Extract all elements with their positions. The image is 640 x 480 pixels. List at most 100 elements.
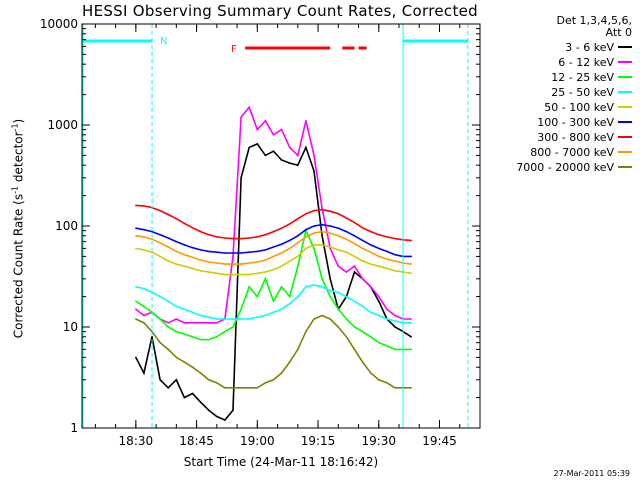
data-point — [297, 242, 299, 244]
data-point — [337, 265, 340, 267]
data-point — [167, 387, 170, 389]
legend-attenuator: Att 0 — [605, 26, 632, 39]
data-point — [272, 268, 275, 271]
data-point — [159, 233, 161, 236]
data-point — [410, 335, 412, 338]
data-point — [256, 128, 259, 131]
legend-label: 7000 - 20000 keV — [516, 160, 614, 174]
data-point — [313, 318, 315, 320]
data-point — [240, 177, 242, 179]
data-point — [410, 255, 412, 258]
data-point — [410, 387, 412, 389]
data-point — [167, 348, 170, 351]
legend-label: 3 - 6 keV — [565, 40, 614, 54]
data-point — [272, 133, 275, 136]
data-point — [175, 330, 178, 333]
data-point — [199, 401, 202, 404]
data-point — [199, 372, 202, 374]
data-point — [305, 228, 307, 231]
data-point — [248, 237, 251, 239]
data-point — [353, 234, 356, 237]
data-point — [248, 106, 251, 109]
data-point — [329, 278, 331, 280]
data-point — [313, 209, 315, 212]
series-line — [135, 284, 412, 324]
data-point — [386, 345, 388, 347]
data-point — [394, 326, 396, 328]
y-tick-label: 1000 — [47, 118, 78, 132]
data-point — [191, 322, 194, 324]
series-line — [135, 142, 412, 421]
data-point — [297, 295, 299, 298]
data-point — [321, 278, 323, 280]
data-point — [361, 278, 364, 280]
data-point — [216, 318, 218, 320]
data-point — [272, 300, 275, 303]
data-point — [329, 232, 331, 234]
data-point — [361, 239, 364, 242]
data-point — [353, 271, 356, 273]
legend-swatch — [618, 61, 632, 63]
data-point — [305, 213, 307, 215]
series-group — [135, 204, 412, 242]
data-point — [280, 243, 283, 246]
data-point — [386, 236, 388, 238]
data-point — [256, 387, 259, 389]
data-point — [377, 314, 380, 317]
data-point — [159, 379, 161, 381]
data-point — [167, 326, 170, 328]
data-point — [264, 154, 267, 157]
data-point — [159, 209, 161, 212]
data-point — [135, 356, 137, 359]
data-point — [410, 322, 412, 324]
data-point — [337, 227, 340, 230]
data-point — [240, 318, 242, 320]
legend-label: 12 - 25 keV — [551, 70, 614, 84]
data-point — [256, 250, 259, 253]
data-point — [329, 295, 331, 298]
data-point — [288, 361, 291, 363]
data-point — [337, 234, 340, 237]
night-label: N — [160, 36, 167, 47]
data-point — [199, 259, 202, 261]
series-line — [135, 230, 412, 265]
series-line — [135, 314, 412, 389]
data-point — [337, 249, 340, 251]
data-point — [232, 263, 234, 265]
data-point — [224, 237, 226, 239]
data-point — [345, 230, 348, 233]
legend-entry: 100 - 300 keV — [537, 115, 632, 129]
data-point — [321, 234, 323, 237]
data-point — [280, 308, 283, 311]
data-point — [345, 271, 348, 273]
legend-swatch — [618, 151, 632, 153]
y-tick-label: 1 — [70, 421, 78, 435]
data-point — [191, 226, 194, 229]
data-point — [256, 143, 259, 145]
legend-label: 6 - 12 keV — [558, 55, 614, 69]
x-tick-label: 19:30 — [361, 434, 396, 448]
data-point — [224, 419, 226, 421]
data-point — [353, 265, 356, 267]
data-point — [386, 382, 388, 384]
data-point — [305, 120, 307, 122]
data-point — [143, 287, 145, 290]
data-point — [264, 249, 267, 251]
data-point — [410, 348, 412, 351]
legend-swatch — [618, 106, 632, 108]
data-point — [313, 154, 315, 157]
data-point — [264, 382, 267, 384]
data-point — [394, 253, 396, 256]
data-point — [183, 322, 186, 324]
data-point — [377, 233, 380, 236]
legend-entry: 50 - 100 keV — [544, 100, 632, 114]
data-point — [199, 230, 202, 233]
data-point — [248, 318, 251, 320]
data-point — [297, 234, 299, 237]
legend-entry: 300 - 800 keV — [537, 130, 632, 144]
data-point — [248, 146, 251, 149]
data-point — [353, 326, 356, 328]
data-point — [329, 225, 331, 227]
data-point — [321, 223, 323, 226]
legend-swatch — [618, 121, 632, 123]
